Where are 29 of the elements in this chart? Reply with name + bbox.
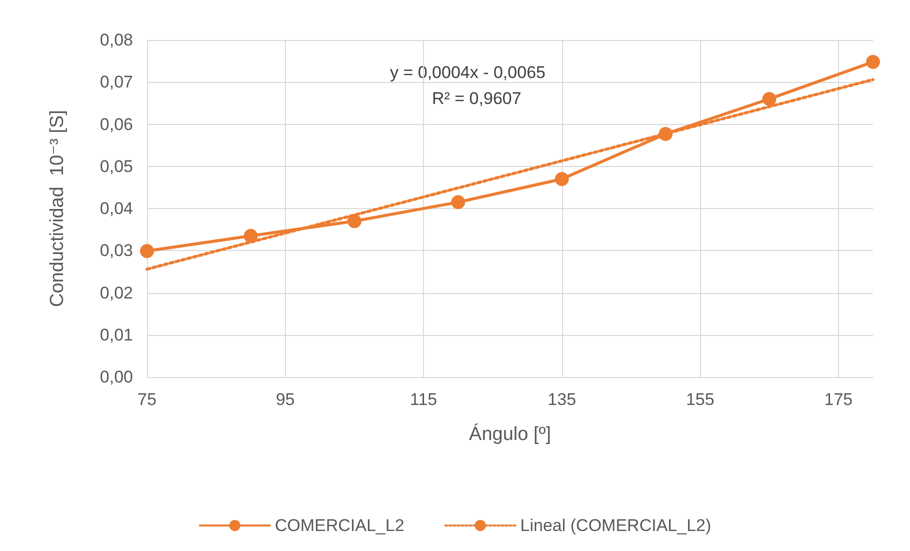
- point: [244, 228, 258, 243]
- y-axis-title: Conductividad 10⁻³ [S]: [47, 110, 68, 307]
- point: [347, 214, 362, 228]
- y-tick-label: 0,01: [100, 325, 133, 344]
- x-axis-title: Ángulo [º]: [469, 423, 551, 445]
- point: [658, 126, 673, 141]
- point: [762, 92, 776, 106]
- y-tick-label: 0,05: [100, 156, 133, 176]
- y-tick-label: 0,04: [100, 199, 133, 218]
- point: [140, 244, 154, 258]
- y-tick-label: 0,00: [100, 368, 133, 386]
- y-tick-label: 0,02: [100, 283, 133, 302]
- x-tick-label: 75: [138, 390, 156, 409]
- x-tick-label: 115: [410, 390, 438, 409]
- x-tick-label: 155: [686, 390, 714, 409]
- x-tick-label: 175: [824, 390, 853, 409]
- y-tick-label: 0,03: [100, 241, 133, 260]
- annotation: R² = 0,9607: [432, 89, 522, 108]
- y-tick-label: 0,08: [100, 30, 133, 50]
- point: [554, 172, 569, 186]
- legend-label: Lineal (COMERCIAL_L2): [520, 516, 712, 535]
- y-tick-label: 0,06: [100, 114, 133, 134]
- point: [451, 195, 466, 210]
- x-tick-label: 95: [276, 390, 295, 409]
- x-tick-label: 135: [548, 390, 576, 409]
- annotation: y = 0,0004x - 0,0065: [390, 63, 546, 82]
- point: [866, 54, 880, 69]
- legend-label: COMERCIAL_L2: [274, 516, 404, 535]
- y-tick-label: 0,07: [100, 72, 133, 92]
